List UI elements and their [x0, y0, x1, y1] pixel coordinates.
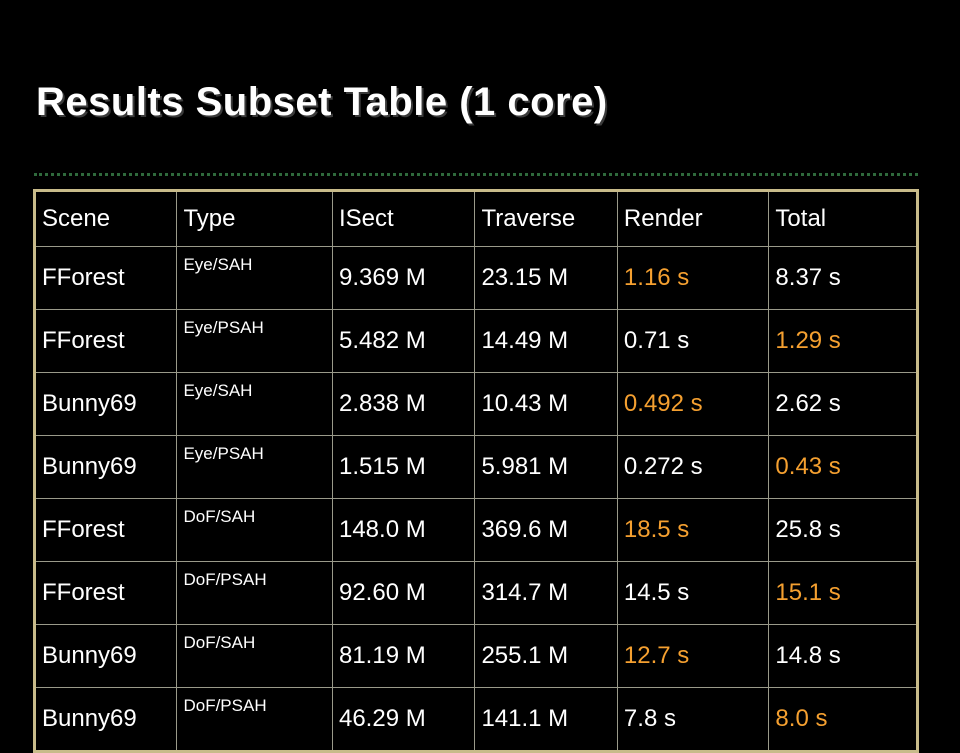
- cell-total: 1.29 s: [768, 309, 918, 373]
- cell-traverse: 23.15 M: [474, 246, 618, 310]
- cell-total: 25.8 s: [768, 498, 918, 562]
- cell-render: 0.492 s: [616, 372, 770, 436]
- table-row: FForest Eye/PSAH 5.482 M 14.49 M 0.71 s …: [33, 309, 918, 373]
- cell-scene: Bunny69: [33, 435, 178, 499]
- header-total: Total: [768, 190, 918, 247]
- slide-title: Results Subset Table (1 core): [36, 80, 608, 124]
- cell-render: 0.71 s: [616, 309, 770, 373]
- cell-isect: 81.19 M: [331, 624, 476, 688]
- cell-scene: Bunny69: [33, 624, 178, 688]
- cell-total: 14.8 s: [768, 624, 918, 688]
- cell-scene: FForest: [33, 561, 178, 625]
- title-divider: [34, 173, 918, 176]
- cell-type: DoF/SAH: [176, 498, 333, 562]
- cell-render: 1.16 s: [616, 246, 770, 310]
- cell-traverse: 5.981 M: [474, 435, 618, 499]
- cell-traverse: 14.49 M: [474, 309, 618, 373]
- cell-total: 2.62 s: [768, 372, 918, 436]
- cell-total: 0.43 s: [768, 435, 918, 499]
- table-row: Bunny69 DoF/SAH 81.19 M 255.1 M 12.7 s 1…: [33, 624, 918, 688]
- cell-type: Eye/SAH: [176, 246, 333, 310]
- cell-total: 15.1 s: [768, 561, 918, 625]
- header-isect: ISect: [331, 190, 476, 247]
- table-row: FForest Eye/SAH 9.369 M 23.15 M 1.16 s 8…: [33, 246, 918, 310]
- cell-isect: 148.0 M: [331, 498, 476, 562]
- table-row: Bunny69 Eye/PSAH 1.515 M 5.981 M 0.272 s…: [33, 435, 918, 499]
- cell-type: Eye/SAH: [176, 372, 333, 436]
- cell-scene: Bunny69: [33, 372, 178, 436]
- cell-traverse: 255.1 M: [474, 624, 618, 688]
- header-render: Render: [616, 190, 770, 247]
- cell-type: Eye/PSAH: [176, 435, 333, 499]
- cell-traverse: 10.43 M: [474, 372, 618, 436]
- cell-isect: 2.838 M: [331, 372, 476, 436]
- table-row: FForest DoF/SAH 148.0 M 369.6 M 18.5 s 2…: [33, 498, 918, 562]
- cell-type: DoF/SAH: [176, 624, 333, 688]
- cell-traverse: 314.7 M: [474, 561, 618, 625]
- cell-total: 8.37 s: [768, 246, 918, 310]
- cell-type: DoF/PSAH: [176, 561, 333, 625]
- cell-isect: 9.369 M: [331, 246, 476, 310]
- results-table: Scene Type ISect Traverse Render Total F…: [33, 189, 919, 753]
- cell-render: 18.5 s: [616, 498, 770, 562]
- header-type: Type: [176, 190, 333, 247]
- cell-isect: 1.515 M: [331, 435, 476, 499]
- cell-scene: FForest: [33, 498, 178, 562]
- cell-scene: FForest: [33, 246, 178, 310]
- cell-render: 12.7 s: [616, 624, 770, 688]
- cell-type: Eye/PSAH: [176, 309, 333, 373]
- header-traverse: Traverse: [474, 190, 618, 247]
- cell-render: 0.272 s: [616, 435, 770, 499]
- table-row: Bunny69 Eye/SAH 2.838 M 10.43 M 0.492 s …: [33, 372, 918, 436]
- cell-isect: 5.482 M: [331, 309, 476, 373]
- cell-scene: FForest: [33, 309, 178, 373]
- cell-traverse: 369.6 M: [474, 498, 618, 562]
- cell-isect: 92.60 M: [331, 561, 476, 625]
- header-scene: Scene: [33, 190, 178, 247]
- table-row: FForest DoF/PSAH 92.60 M 314.7 M 14.5 s …: [33, 561, 918, 625]
- table-header-row: Scene Type ISect Traverse Render Total: [33, 190, 918, 247]
- cell-render: 14.5 s: [616, 561, 770, 625]
